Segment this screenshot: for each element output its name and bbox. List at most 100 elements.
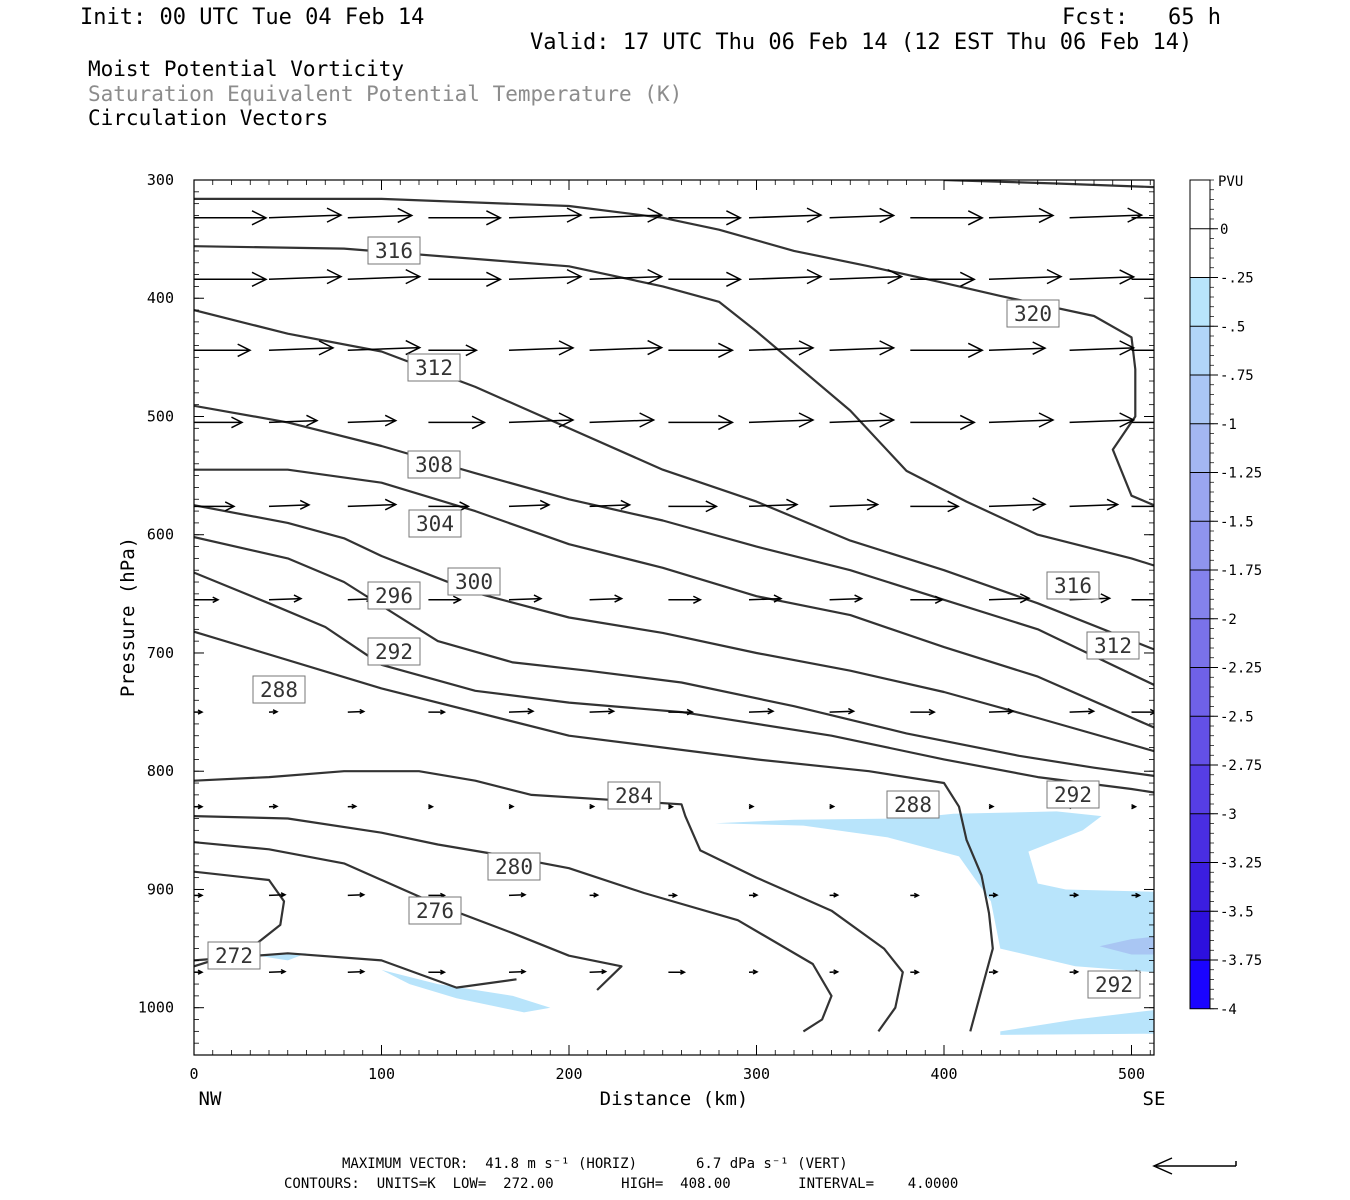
colorbar-tick-label: -3.75 xyxy=(1220,953,1262,969)
y-tick-label: 800 xyxy=(147,762,174,780)
colorbar-tick-label: -.25 xyxy=(1220,271,1254,287)
circulation-vector xyxy=(910,342,984,358)
contour-label: 300 xyxy=(447,567,501,596)
colorbar-swatch xyxy=(1190,618,1210,668)
circulation-vector xyxy=(1069,969,1080,975)
mpv-region-0 xyxy=(715,811,1154,973)
circulation-vector xyxy=(910,892,920,899)
circulation-vector xyxy=(1069,412,1136,428)
colorbar-tick-label: 0 xyxy=(1220,222,1228,238)
circulation-vector xyxy=(668,969,687,975)
colorbar-tick-label: -1 xyxy=(1220,417,1237,433)
svg-text:292: 292 xyxy=(375,640,413,664)
colorbar-tick-label: -1.5 xyxy=(1220,514,1254,530)
field-title-mpv: Moist Potential Vorticity xyxy=(88,57,405,81)
circulation-vector xyxy=(748,268,823,285)
circulation-vector xyxy=(347,339,422,356)
contour-line xyxy=(194,770,904,1033)
colorbar-tick-label: -4 xyxy=(1220,1002,1237,1018)
y-tick-label: 700 xyxy=(147,644,174,662)
x-axis-title: Distance (km) xyxy=(600,1088,749,1110)
circulation-vector xyxy=(347,207,414,224)
contour-line xyxy=(194,468,1154,729)
circulation-vector xyxy=(428,969,447,975)
circulation-vector xyxy=(194,271,268,287)
circulation-vector xyxy=(268,709,279,715)
circulation-vector xyxy=(1069,707,1096,715)
field-title-vectors: Circulation Vectors xyxy=(88,106,329,130)
y-tick-label: 600 xyxy=(147,526,174,544)
footer-max-vector: MAXIMUM VECTOR: 41.8 m s⁻¹ (HORIZ) 6.7 d… xyxy=(342,1156,848,1172)
circulation-vector xyxy=(508,207,583,223)
y-tick-label: 500 xyxy=(147,407,174,425)
colorbar-swatch xyxy=(1190,180,1210,229)
circulation-vector xyxy=(508,594,543,603)
circulation-vector xyxy=(829,207,896,224)
colorbar-title: PVU xyxy=(1218,174,1243,190)
svg-text:316: 316 xyxy=(375,239,413,263)
circulation-vector xyxy=(748,340,815,356)
circulation-vector xyxy=(668,595,703,604)
colorbar-swatch xyxy=(1190,570,1210,619)
circulation-vector xyxy=(988,803,995,810)
circulation-vector xyxy=(589,594,624,603)
circulation-vector xyxy=(748,412,815,428)
circulation-vector xyxy=(910,500,960,513)
circulation-vector xyxy=(910,414,976,431)
contour-label-layer: 272 276 280 284 288 288 292 292 292 296 300 304 308 3… xyxy=(207,236,1141,999)
pv-colorbar: 0 -.25 -.5 -.75 -1 -1.25 -1.5 -1.75 -2 -2.25 -2.5 -… xyxy=(1189,179,1262,1018)
circulation-vector xyxy=(508,499,551,510)
x-tick-label: 300 xyxy=(743,1065,770,1083)
circulation-vector xyxy=(668,892,679,899)
circulation-vector xyxy=(194,892,204,899)
svg-text:320: 320 xyxy=(1014,302,1052,326)
contour-label: 288 xyxy=(886,790,940,819)
circulation-vector xyxy=(988,707,1015,715)
circulation-vector xyxy=(347,268,422,285)
contour-line xyxy=(194,630,994,1032)
contour-label: 316 xyxy=(1046,571,1100,600)
circulation-vector xyxy=(428,344,479,357)
circulation-vector xyxy=(748,594,783,603)
svg-text:288: 288 xyxy=(894,793,932,817)
contour-label: 284 xyxy=(607,781,661,810)
colorbar-tick-label: -2.25 xyxy=(1220,661,1262,677)
circulation-vector xyxy=(589,499,632,510)
circulation-vector xyxy=(268,892,287,898)
circulation-vector xyxy=(1131,505,1154,508)
field-title-theta-es: Saturation Equivalent Potential Temperat… xyxy=(88,82,683,106)
circulation-vector xyxy=(668,342,735,358)
circulation-vector xyxy=(347,803,358,810)
colorbar-tick-label: -.75 xyxy=(1220,368,1254,384)
colorbar-tick-label: -.5 xyxy=(1220,319,1245,335)
circulation-vector xyxy=(829,340,896,356)
circulation-vector xyxy=(668,804,675,810)
circulation-vector xyxy=(347,968,366,975)
circulation-vector xyxy=(194,416,244,429)
y-axis-title: Pressure (hPa) xyxy=(117,537,139,697)
contour-line xyxy=(943,180,1154,189)
svg-text:312: 312 xyxy=(1094,634,1132,658)
circulation-vector xyxy=(589,339,664,356)
mpv-region-4 xyxy=(1099,936,1154,955)
header-forecast-hour: Fcst: 65 h xyxy=(1062,5,1221,30)
circulation-vector xyxy=(748,707,775,715)
svg-text:288: 288 xyxy=(260,678,298,702)
contour-line xyxy=(194,245,1154,567)
svg-text:300: 300 xyxy=(455,570,493,594)
svg-text:312: 312 xyxy=(415,356,453,380)
y-tick-label: 900 xyxy=(147,880,174,898)
contour-line xyxy=(194,571,1154,794)
colorbar-swatch xyxy=(1190,960,1210,1009)
circulation-vector xyxy=(988,969,999,975)
circulation-vector xyxy=(268,340,335,356)
circulation-vector xyxy=(829,892,840,898)
circulation-vector xyxy=(268,414,319,427)
colorbar-swatch xyxy=(1190,813,1210,863)
circulation-vector xyxy=(988,268,1063,285)
colorbar-swatch xyxy=(1190,911,1210,960)
contour-label: 272 xyxy=(207,941,261,970)
circulation-vector xyxy=(428,415,487,430)
circulation-vector xyxy=(347,414,398,427)
circulation-vector xyxy=(347,708,366,715)
